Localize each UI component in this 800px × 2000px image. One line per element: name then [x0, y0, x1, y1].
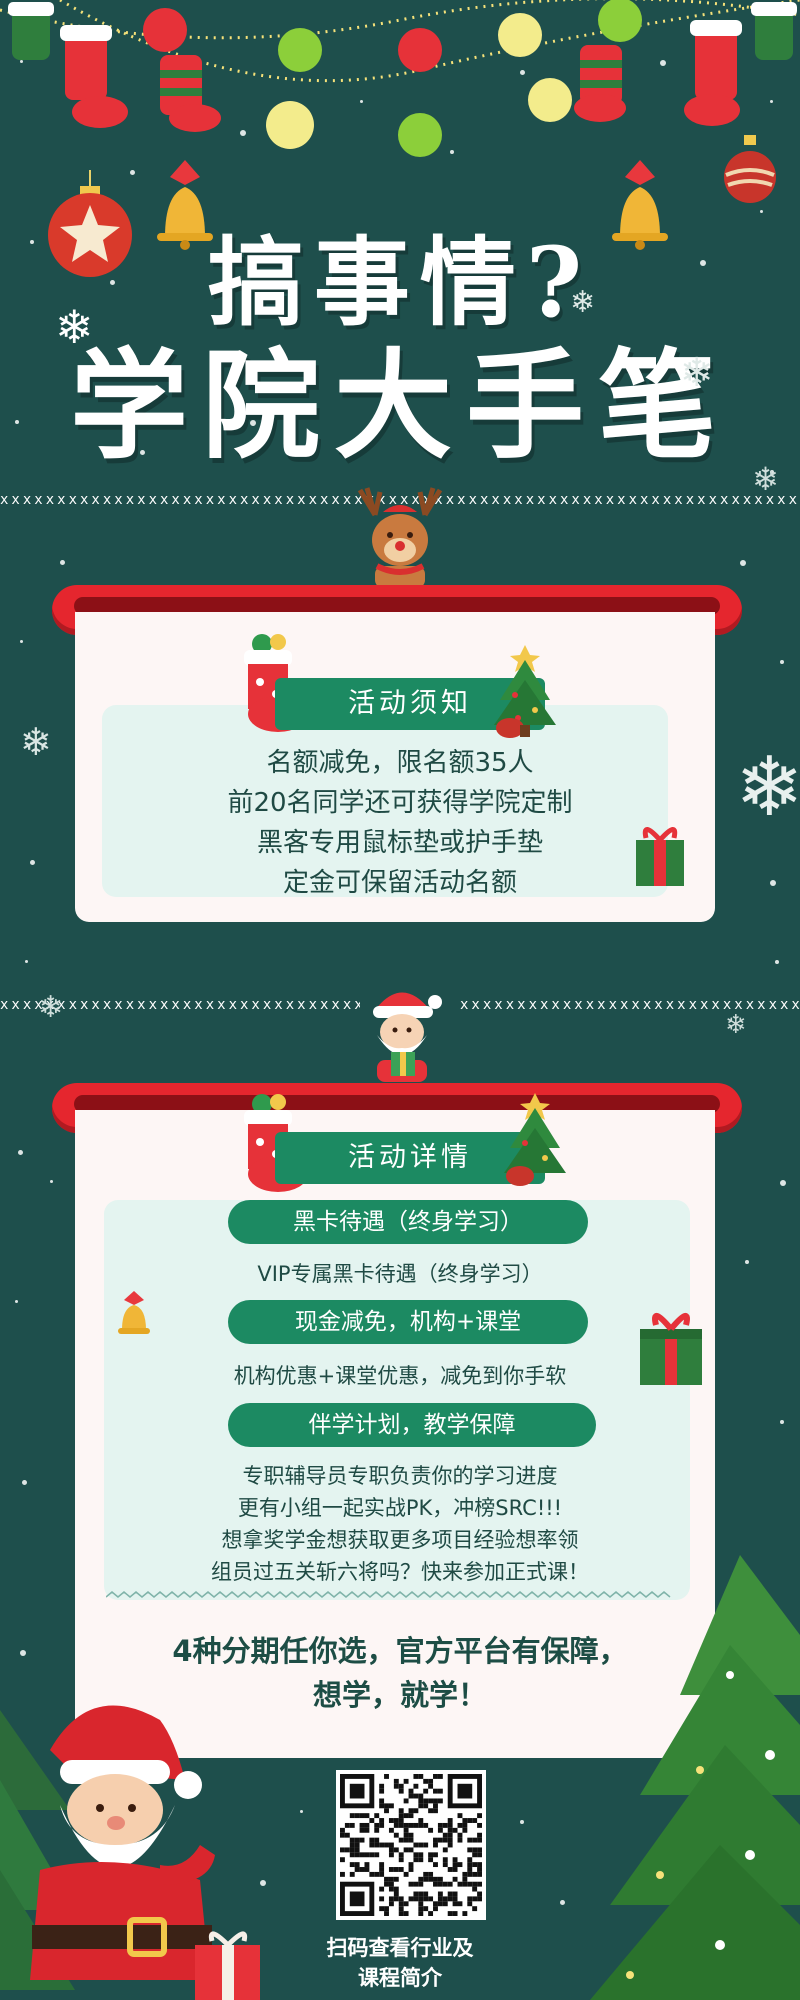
snowflake-icon: ❄	[725, 1010, 747, 1040]
details-panel	[104, 1200, 690, 1600]
qr-caption-line: 课程简介	[358, 1966, 442, 1990]
garland-icon	[0, 0, 800, 157]
details-tag: 活动详情	[275, 1132, 545, 1184]
section-heading-cash-discount: 现金减免，机构+课堂	[228, 1300, 588, 1344]
section-line: 更有小组一起实战PK，冲榜SRC!!!	[237, 1496, 563, 1520]
divider: xxxxxxxxxxxxxxxxxxxxxxxxxxxxxxxxxxxxxxxx…	[460, 1000, 800, 1010]
snowflake-icon: ❄	[752, 460, 779, 498]
qr-code-icon	[340, 1774, 482, 1916]
ornament-ball-icon	[48, 170, 132, 277]
snowflake-icon: ❄	[38, 990, 64, 1025]
christmas-tree-icon	[494, 645, 556, 738]
section-heading-black-card: 黑卡待遇（终身学习）	[228, 1200, 588, 1244]
snowflake-icon: ❄	[680, 350, 714, 396]
gift-icon	[195, 1931, 260, 2000]
bell-icon	[157, 160, 213, 250]
section-heading-study-plan: 伴学计划，教学保障	[228, 1403, 596, 1447]
section-line: 组员过五关斩六将吗？快来参加正式课！	[211, 1560, 589, 1584]
reindeer-icon	[357, 487, 443, 588]
wavy-divider	[106, 1591, 671, 1598]
christmas-tree-icon	[590, 1555, 800, 2000]
gift-icon	[636, 827, 684, 886]
qr-code[interactable]	[336, 1770, 486, 1920]
section-line: 专职辅导员专职负责你的学习进度	[242, 1464, 558, 1488]
headline-main: 学院大手笔	[69, 336, 730, 475]
qr-caption-line: 扫码查看行业及	[326, 1936, 474, 1960]
santa-icon	[30, 1705, 215, 1980]
section-line: 想拿奖学金想获取更多项目经验想率领	[221, 1528, 579, 1552]
section-line: VIP专属黑卡待遇（终身学习）	[257, 1262, 543, 1286]
notice-line: 名额减免，限名额35人	[266, 748, 534, 778]
notice-line: 黑客专用鼠标垫或护手垫	[256, 828, 543, 858]
section-line: 机构优惠+课堂优惠，减免到你手软	[233, 1364, 567, 1388]
snowflake-icon: ❄	[735, 740, 800, 835]
bell-icon	[118, 1291, 150, 1334]
ornament-ball-icon	[724, 135, 776, 203]
snowflake-icon: ❄	[20, 720, 52, 764]
snowflake-icon: ❄	[55, 300, 94, 354]
divider: xxxxxxxxxxxxxxxxxxxxxxxxxxxxxxxxxxxxxxxx…	[0, 1000, 360, 1010]
santa-icon	[373, 992, 442, 1082]
gift-icon	[640, 1313, 702, 1385]
notice-line: 前20名同学还可获得学院定制	[227, 788, 573, 818]
closing-line: 想学，就学！	[312, 1678, 487, 1712]
stocking-icon	[60, 25, 128, 128]
closing-line: 4种分期任你选，官方平台有保障，	[172, 1634, 628, 1668]
bell-icon	[612, 160, 668, 250]
christmas-tree-icon	[504, 1093, 566, 1186]
notice-panel	[102, 705, 668, 897]
snowflake-icon: ❄	[570, 285, 596, 320]
headline-question: 搞事情?	[207, 226, 593, 339]
divider: xxxxxxxxxxxxxxxxxxxxxxxxxxxxxxxxxxxxxxxx…	[0, 495, 800, 505]
notice-line: 定金可保留活动名额	[282, 868, 517, 898]
